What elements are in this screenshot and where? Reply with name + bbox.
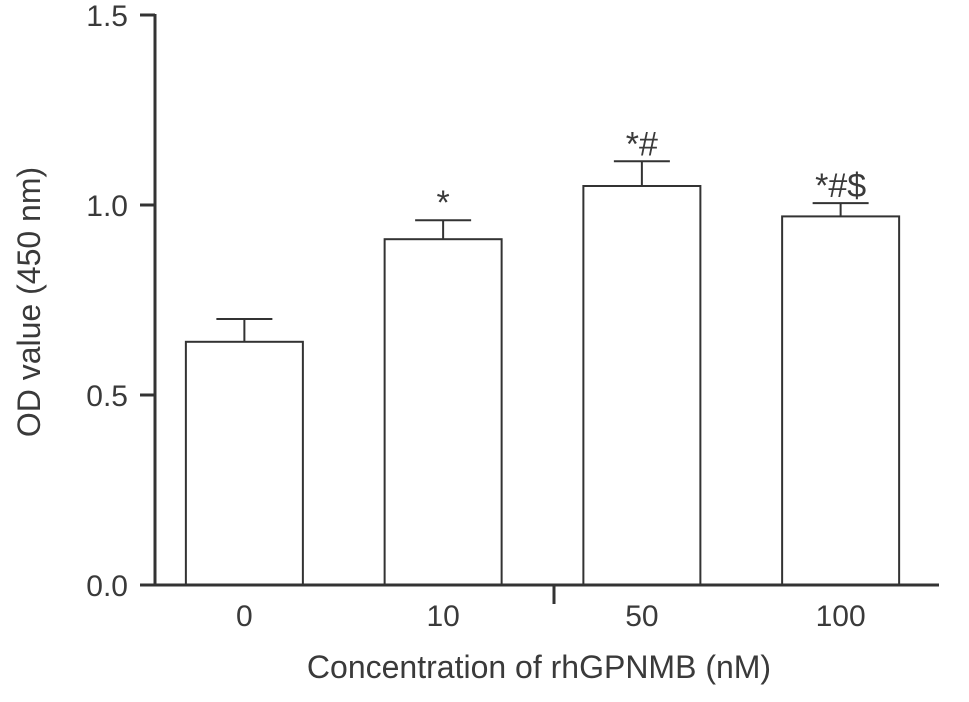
x-tick-label: 0 <box>236 600 253 633</box>
bar <box>383 238 503 586</box>
y-tick-label: 0.0 <box>86 570 128 603</box>
y-tick-label: 1.5 <box>86 0 128 33</box>
x-axis-title: Concentration of rhGPNMB (nM) <box>307 649 771 685</box>
bars-group: * *# *#$ <box>184 125 901 586</box>
y-tick-label: 1.0 <box>86 190 128 223</box>
x-tick-label: 50 <box>625 600 658 633</box>
y-axis-title: OD value (450 nm) <box>11 167 47 437</box>
x-tick-label: 100 <box>816 600 866 633</box>
bar <box>184 340 304 586</box>
x-axis-ticks: 0 10 50 100 <box>236 600 866 633</box>
bar <box>781 215 901 586</box>
y-axis-ticks: 0.0 0.5 1.0 1.5 <box>86 0 155 603</box>
significance-annotation: * <box>437 184 450 222</box>
y-tick-label: 0.5 <box>86 380 128 413</box>
bar <box>582 185 702 586</box>
significance-annotation: *#$ <box>815 167 866 205</box>
x-tick-label: 10 <box>426 600 459 633</box>
significance-annotation: *# <box>626 125 658 163</box>
